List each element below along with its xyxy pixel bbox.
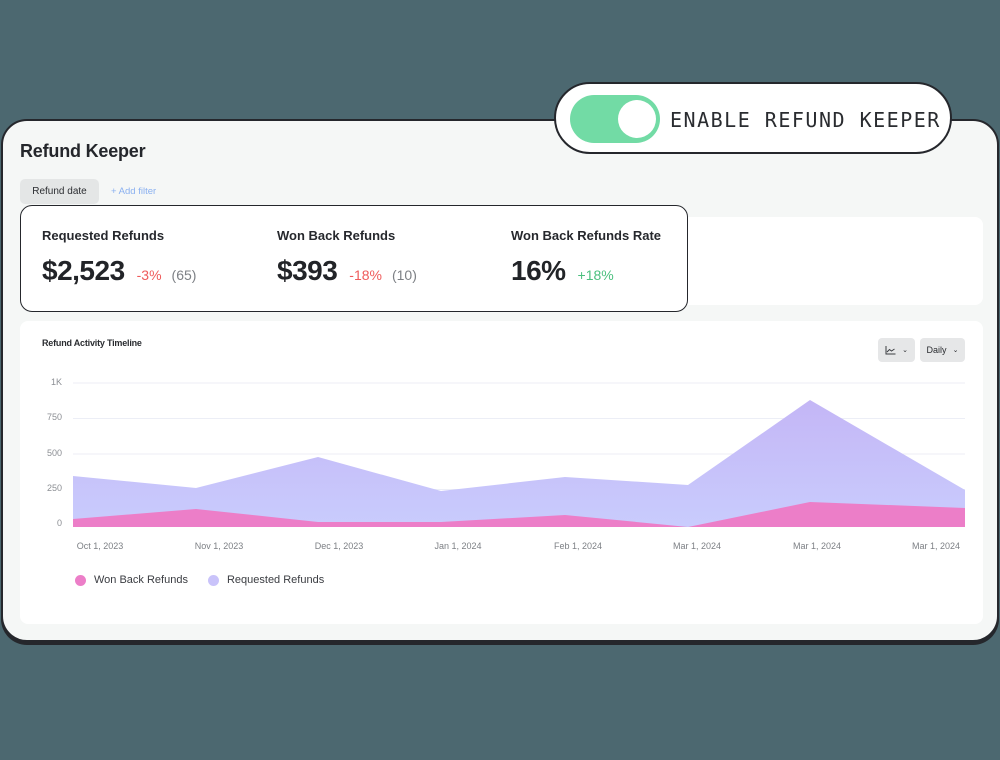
x-tick: Dec 1, 2023 xyxy=(314,541,364,551)
add-filter-link[interactable]: + Add filter xyxy=(111,186,157,197)
filter-chip-refund-date[interactable]: Refund date xyxy=(20,179,99,204)
legend-item-requested[interactable]: Requested Refunds xyxy=(207,574,325,586)
x-tick: Mar 1, 2024 xyxy=(672,541,722,551)
legend-label: Requested Refunds xyxy=(226,574,325,586)
enable-refund-keeper-toggle[interactable] xyxy=(570,95,660,143)
y-tick: 1K xyxy=(50,377,62,387)
stat-requested-refunds: Requested Refunds $2,523 -3% (65) xyxy=(42,228,196,287)
x-tick: Jan 1, 2024 xyxy=(434,541,482,551)
requested-refunds-area xyxy=(73,400,965,527)
y-tick: 750 xyxy=(46,412,62,422)
chart-title: Refund Activity Timeline xyxy=(42,338,142,348)
legend-dot-icon xyxy=(75,574,86,586)
chevron-down-icon: ⌄ xyxy=(902,347,908,354)
toggle-knob xyxy=(618,100,656,138)
y-tick: 250 xyxy=(46,483,62,493)
period-label: Daily xyxy=(926,345,947,355)
chart-legend: Won Back Refunds Requested Refunds xyxy=(75,574,344,586)
chart-card: Refund Activity Timeline ⌄ Daily ⌄ 1K 75… xyxy=(20,321,983,624)
x-tick: Mar 1, 2024 xyxy=(792,541,842,551)
stat-count: (10) xyxy=(391,267,417,283)
stat-won-back-refunds: Won Back Refunds $393 -18% (10) xyxy=(277,228,417,287)
legend-dot-icon xyxy=(207,574,219,586)
legend-label: Won Back Refunds xyxy=(94,574,188,586)
y-tick: 0 xyxy=(56,518,62,528)
stat-label: Requested Refunds xyxy=(42,228,165,243)
area-chart xyxy=(73,382,965,527)
line-chart-icon xyxy=(885,345,896,354)
x-tick: Oct 1, 2023 xyxy=(76,541,124,551)
stat-won-back-rate: Won Back Refunds Rate 16% +18% xyxy=(511,228,661,287)
stat-count: (65) xyxy=(171,267,197,283)
stat-delta: -18% xyxy=(349,267,382,283)
page-title: Refund Keeper xyxy=(20,141,146,161)
stat-value: 16% xyxy=(511,255,566,286)
stat-delta: -3% xyxy=(136,267,162,283)
stat-label: Won Back Refunds Rate xyxy=(511,228,662,243)
legend-item-won-back[interactable]: Won Back Refunds xyxy=(75,574,188,586)
stat-label: Won Back Refunds xyxy=(277,228,396,243)
y-tick: 500 xyxy=(46,448,62,458)
enable-refund-keeper-callout: ENABLE REFUND KEEPER xyxy=(554,82,952,154)
x-tick: Mar 1, 2024 xyxy=(911,541,961,551)
chart-type-dropdown[interactable]: ⌄ xyxy=(878,338,915,362)
x-tick: Feb 1, 2024 xyxy=(553,541,603,551)
x-tick: Nov 1, 2023 xyxy=(194,541,244,551)
stat-value: $2,523 xyxy=(42,255,125,286)
stat-delta: +18% xyxy=(577,267,614,283)
chevron-down-icon: ⌄ xyxy=(952,347,959,354)
toggle-label: ENABLE REFUND KEEPER xyxy=(670,108,941,132)
app-window: Refund Keeper Refund date + Add filter R… xyxy=(1,119,999,642)
won-back-refunds-area xyxy=(73,502,965,527)
stats-card: Requested Refunds $2,523 -3% (65) Won Ba… xyxy=(20,205,688,312)
stat-value: $393 xyxy=(277,255,338,286)
period-dropdown[interactable]: Daily ⌄ xyxy=(920,338,965,362)
